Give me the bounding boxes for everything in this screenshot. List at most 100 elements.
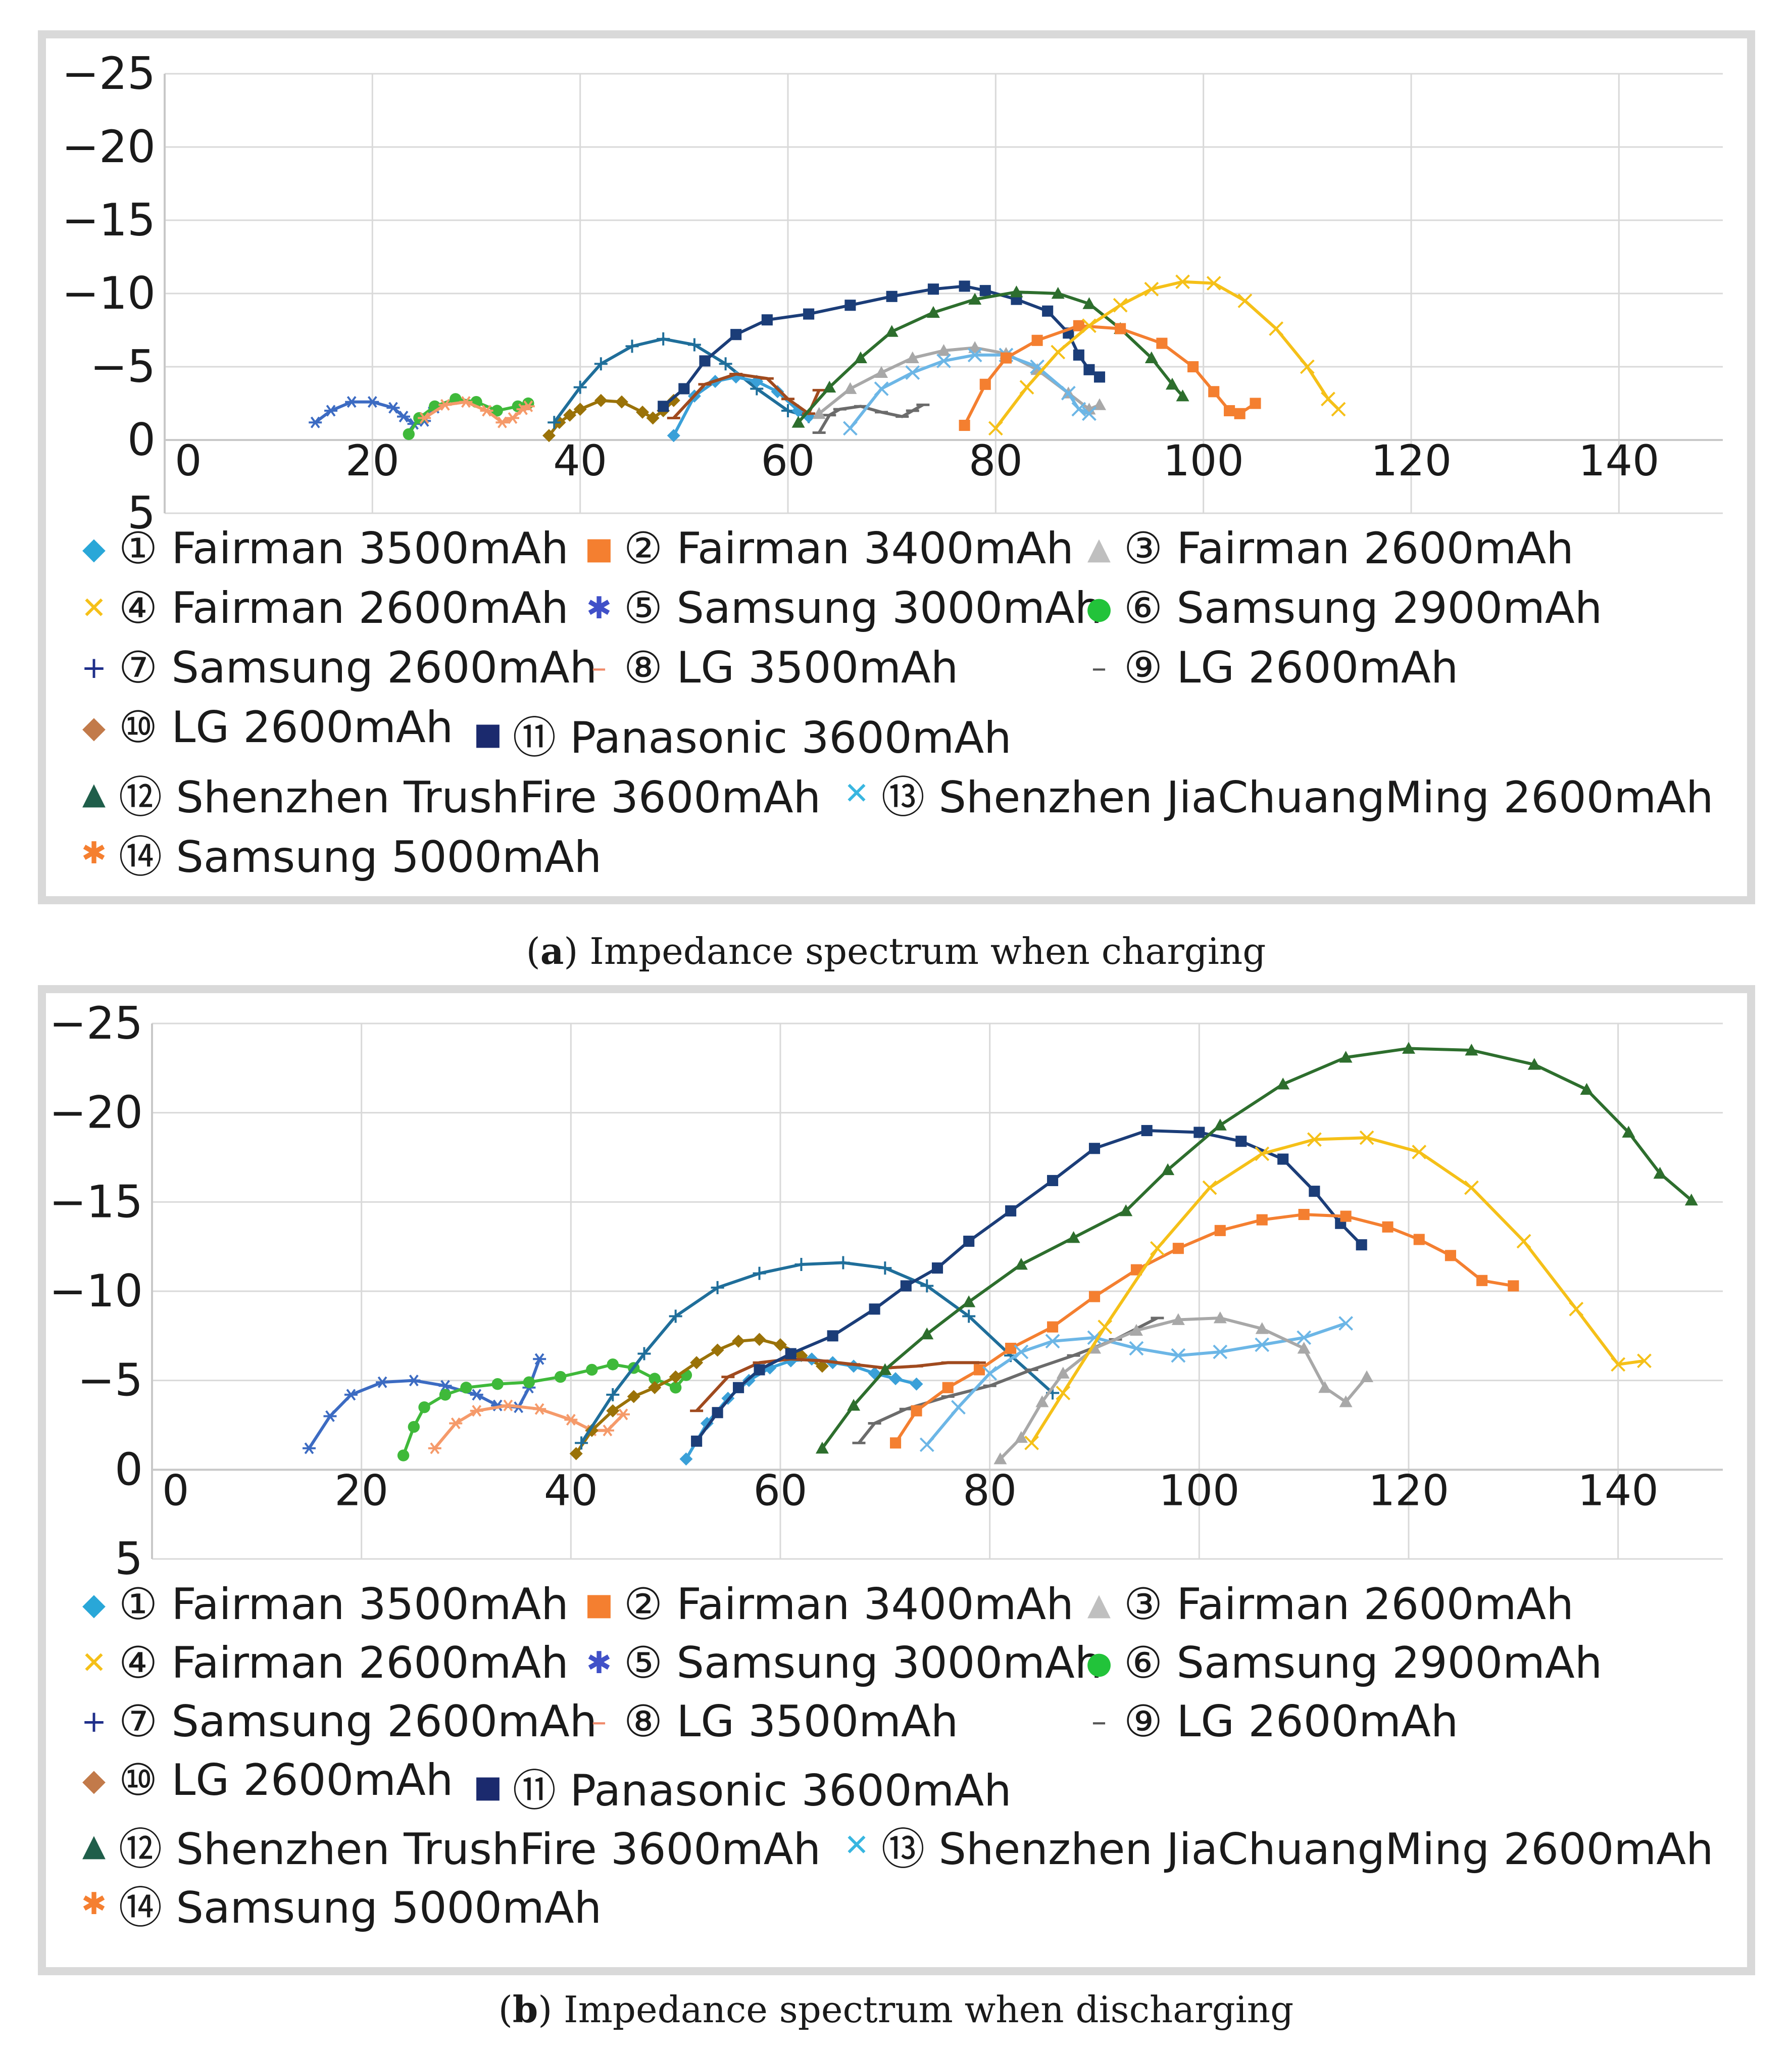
x-tick-label: 80 bbox=[963, 1466, 1017, 1515]
data-point bbox=[460, 1382, 472, 1394]
data-point bbox=[785, 1348, 797, 1359]
data-point bbox=[719, 357, 732, 371]
data-point bbox=[843, 382, 857, 394]
legend-label: ⑪ Panasonic 3600mAh bbox=[513, 713, 1012, 763]
data-point bbox=[936, 353, 951, 368]
data-point bbox=[1297, 1330, 1312, 1345]
data-point bbox=[827, 1330, 838, 1342]
legend-item-3: ▲ ③ Fairman 2600mAh bbox=[1081, 1579, 1574, 1630]
data-point bbox=[869, 1303, 880, 1315]
data-point bbox=[323, 1410, 337, 1422]
data-point bbox=[408, 1421, 420, 1433]
data-point bbox=[982, 1366, 998, 1381]
legend-item-12: ▲ ⑫ Shenzhen TrushFire 3600mAh bbox=[76, 1814, 821, 1877]
data-point bbox=[1193, 1127, 1205, 1138]
data-point bbox=[920, 1279, 934, 1293]
data-point bbox=[438, 1380, 452, 1392]
data-point bbox=[803, 308, 815, 320]
data-point bbox=[959, 280, 970, 292]
data-point bbox=[836, 1256, 850, 1269]
data-point bbox=[963, 1236, 975, 1247]
data-point bbox=[968, 341, 982, 353]
legend-label: ① Fairman 3500mAh bbox=[119, 523, 569, 574]
caption-letter: a bbox=[540, 930, 564, 972]
data-point bbox=[1005, 1343, 1017, 1354]
legend-item-9: – ⑨ LG 2600mAh bbox=[1081, 643, 1458, 693]
data-point bbox=[617, 1408, 630, 1421]
data-point bbox=[1580, 1083, 1594, 1095]
legend-label: ④ Fairman 2600mAh bbox=[119, 583, 569, 633]
data-point bbox=[774, 1338, 787, 1351]
legend-item-7: + ⑦ Samsung 2600mAh bbox=[76, 1696, 597, 1747]
legend-item-10: ◆ ⑩ LG 2600mAh bbox=[76, 1755, 453, 1805]
data-point bbox=[470, 1389, 483, 1401]
legend-label: ⑭ Samsung 5000mAh bbox=[119, 1883, 602, 1933]
x-tick-label: 40 bbox=[553, 436, 607, 485]
series-2 bbox=[959, 320, 1261, 431]
data-point bbox=[942, 1382, 954, 1393]
legend-marker-icon: – bbox=[1091, 1704, 1107, 1739]
series-9 bbox=[812, 403, 930, 434]
series-7 bbox=[575, 1256, 1060, 1450]
data-point bbox=[815, 1441, 829, 1454]
data-point bbox=[573, 380, 587, 394]
data-point bbox=[1165, 377, 1179, 390]
data-point bbox=[1031, 334, 1043, 346]
x-tick-label: 0 bbox=[162, 1466, 189, 1515]
series-2 bbox=[890, 1209, 1519, 1449]
data-point bbox=[691, 1435, 703, 1447]
data-point bbox=[679, 1452, 693, 1466]
data-point bbox=[1300, 359, 1315, 374]
data-point bbox=[951, 1400, 966, 1415]
legend-label: ③ Fairman 2600mAh bbox=[1124, 523, 1574, 574]
series-line bbox=[1030, 1136, 1645, 1444]
data-point bbox=[669, 1309, 682, 1323]
series-line bbox=[580, 1261, 1054, 1444]
chart-panel-charging: −25 −20 −15 −10 −5 0 5 0 20 40 60 80 100 120 140 ◆ ① Fa… bbox=[38, 30, 1755, 904]
data-point bbox=[1465, 1044, 1478, 1056]
legend-label: ① Fairman 3500mAh bbox=[119, 1579, 569, 1630]
data-point bbox=[606, 1388, 620, 1401]
data-point bbox=[1356, 1239, 1367, 1251]
data-point bbox=[927, 283, 939, 295]
data-point bbox=[601, 1425, 614, 1437]
data-point bbox=[753, 1266, 766, 1280]
data-point bbox=[875, 366, 888, 378]
data-point bbox=[1150, 1241, 1165, 1256]
data-point bbox=[1172, 1243, 1184, 1254]
x-tick-label: 120 bbox=[1371, 436, 1452, 485]
y-tick-label: −10 bbox=[49, 1265, 143, 1317]
series-line bbox=[553, 337, 809, 423]
series-8 bbox=[690, 1357, 986, 1412]
legend-label: ⑦ Samsung 2600mAh bbox=[119, 643, 598, 693]
y-tick-label: −25 bbox=[49, 997, 143, 1049]
data-point bbox=[911, 1405, 922, 1417]
data-point bbox=[1402, 1042, 1415, 1054]
legend-marker-icon: ■ bbox=[473, 716, 503, 752]
data-point bbox=[815, 1359, 829, 1373]
data-point bbox=[1088, 1143, 1101, 1154]
data-point bbox=[627, 1390, 640, 1403]
x-tick-label: 60 bbox=[754, 1466, 808, 1515]
data-point bbox=[1187, 361, 1199, 373]
data-point bbox=[1269, 321, 1284, 336]
data-point bbox=[771, 385, 784, 399]
data-point bbox=[905, 365, 920, 380]
data-point bbox=[1035, 1395, 1049, 1407]
legend-item-4: ✕ ④ Fairman 2600mAh bbox=[76, 583, 569, 633]
caption-letter: b bbox=[512, 1988, 538, 2031]
data-point bbox=[523, 1376, 535, 1388]
legend-item-1: ◆ ① Fairman 3500mAh bbox=[76, 523, 569, 574]
data-point bbox=[1331, 402, 1346, 417]
data-point bbox=[418, 1401, 430, 1413]
x-tick-label: 120 bbox=[1368, 1466, 1449, 1515]
legend-item-8: – ⑧ LG 3500mAh bbox=[581, 1696, 958, 1747]
data-point bbox=[711, 1281, 724, 1294]
data-point bbox=[1141, 1125, 1153, 1137]
legend-item-6: ● ⑥ Samsung 2900mAh bbox=[1081, 1638, 1602, 1688]
data-point bbox=[344, 1389, 358, 1401]
data-point bbox=[501, 1399, 515, 1411]
data-point bbox=[586, 1363, 598, 1376]
data-point bbox=[569, 1447, 583, 1460]
